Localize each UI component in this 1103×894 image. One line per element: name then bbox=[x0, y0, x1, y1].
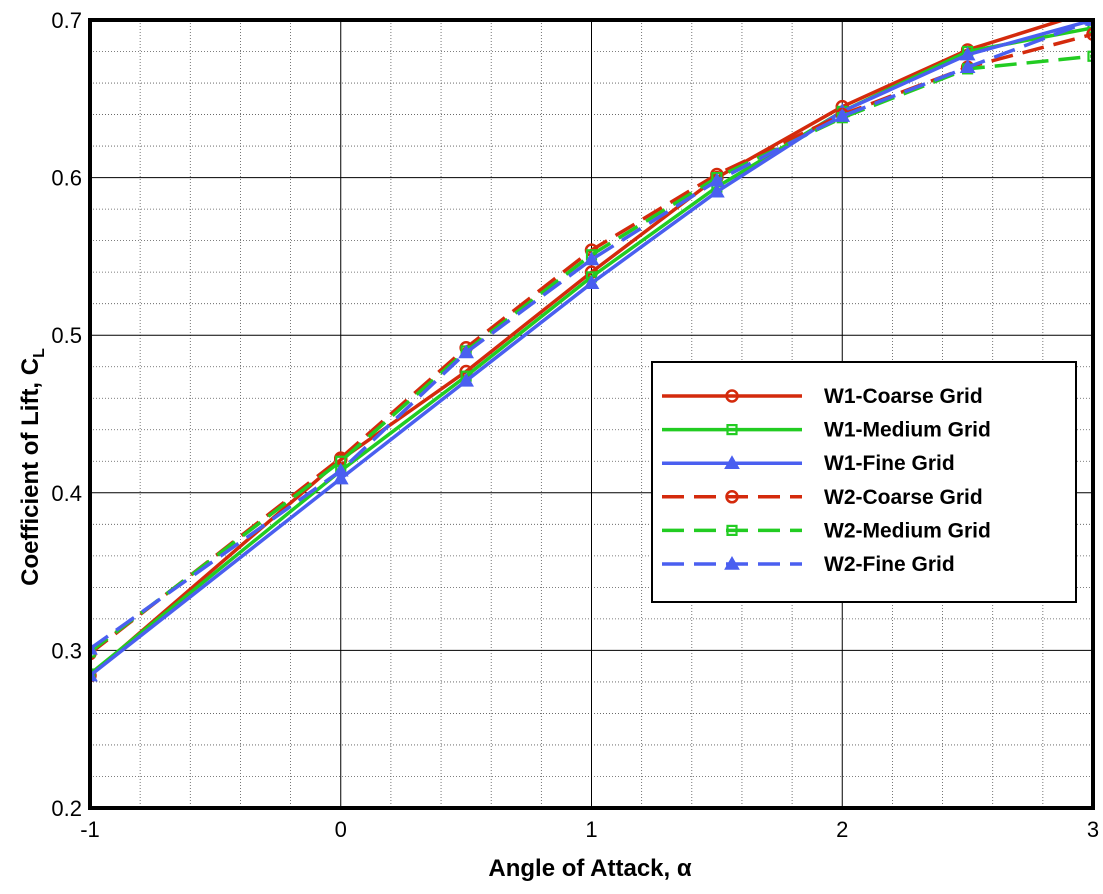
legend-label: W1-Coarse Grid bbox=[824, 385, 983, 408]
data-point bbox=[1087, 50, 1093, 62]
x-axis-ticks: -1 0 1 2 3 bbox=[80, 817, 1099, 842]
x-tick-label: -1 bbox=[80, 817, 100, 842]
x-tick-label: 0 bbox=[335, 817, 347, 842]
plot-border bbox=[88, 18, 1095, 810]
data-point bbox=[1086, 27, 1093, 41]
legend: W1-Coarse Grid W1-Medium Grid W1-Fine Grid… bbox=[651, 361, 1077, 603]
legend-swatch-marker bbox=[724, 555, 740, 570]
legend-item: W2-Fine Grid bbox=[662, 553, 955, 576]
data-point bbox=[709, 172, 725, 187]
data-point bbox=[959, 59, 976, 74]
legend-item: W1-Medium Grid bbox=[662, 419, 991, 442]
legend-label: W1-Fine Grid bbox=[824, 452, 955, 475]
legend-box bbox=[651, 361, 1077, 603]
data-point bbox=[583, 275, 600, 289]
y-axis-ticks: 0.2 0.3 0.4 0.5 0.6 0.7 bbox=[51, 8, 82, 821]
x-tick-label: 1 bbox=[585, 817, 597, 842]
series-line bbox=[90, 20, 1093, 677]
data-point bbox=[332, 462, 349, 477]
x-tick-label: 3 bbox=[1087, 817, 1099, 842]
legend-item: W2-Coarse Grid bbox=[662, 486, 983, 509]
y-tick-label: 0.7 bbox=[51, 8, 82, 33]
y-axis-title-subscript: L bbox=[31, 348, 48, 358]
legend-label: W1-Medium Grid bbox=[824, 419, 991, 442]
y-tick-label: 0.2 bbox=[51, 796, 82, 821]
plot-frame bbox=[88, 18, 1095, 810]
legend-swatch-marker bbox=[725, 490, 739, 504]
data-point bbox=[1088, 5, 1099, 16]
series-line bbox=[90, 20, 1093, 651]
legend-label: W2-Medium Grid bbox=[824, 519, 991, 542]
data-point bbox=[458, 344, 474, 359]
legend-swatch-marker bbox=[725, 389, 739, 403]
x-axis-title: Angle of Attack, α bbox=[488, 855, 691, 882]
data-point bbox=[709, 183, 725, 198]
y-tick-label: 0.6 bbox=[51, 166, 82, 191]
y-tick-label: 0.4 bbox=[51, 481, 82, 506]
x-tick-label: 2 bbox=[836, 817, 848, 842]
legend-swatch-marker bbox=[726, 524, 738, 537]
y-axis-title: Coefficient of Lift, CL bbox=[17, 348, 48, 586]
legend-label: W2-Fine Grid bbox=[824, 553, 955, 576]
series-line bbox=[90, 26, 1093, 676]
legend-item: W2-Medium Grid bbox=[662, 519, 991, 542]
series-layer bbox=[90, 5, 1099, 683]
data-point bbox=[583, 251, 600, 266]
legend-swatch-marker bbox=[724, 455, 740, 469]
legend-swatch-marker bbox=[726, 424, 738, 436]
data-point bbox=[458, 372, 474, 387]
data-point bbox=[834, 108, 851, 122]
legend-item: W1-Fine Grid bbox=[662, 452, 955, 475]
legend-item: W1-Coarse Grid bbox=[662, 385, 983, 408]
legend-label: W2-Coarse Grid bbox=[824, 486, 983, 509]
y-axis-title-main: Coefficient of Lift, C bbox=[17, 358, 44, 586]
y-tick-label: 0.3 bbox=[51, 638, 82, 663]
data-point bbox=[1087, 22, 1093, 34]
y-tick-label: 0.5 bbox=[51, 323, 82, 348]
data-point bbox=[332, 470, 349, 485]
